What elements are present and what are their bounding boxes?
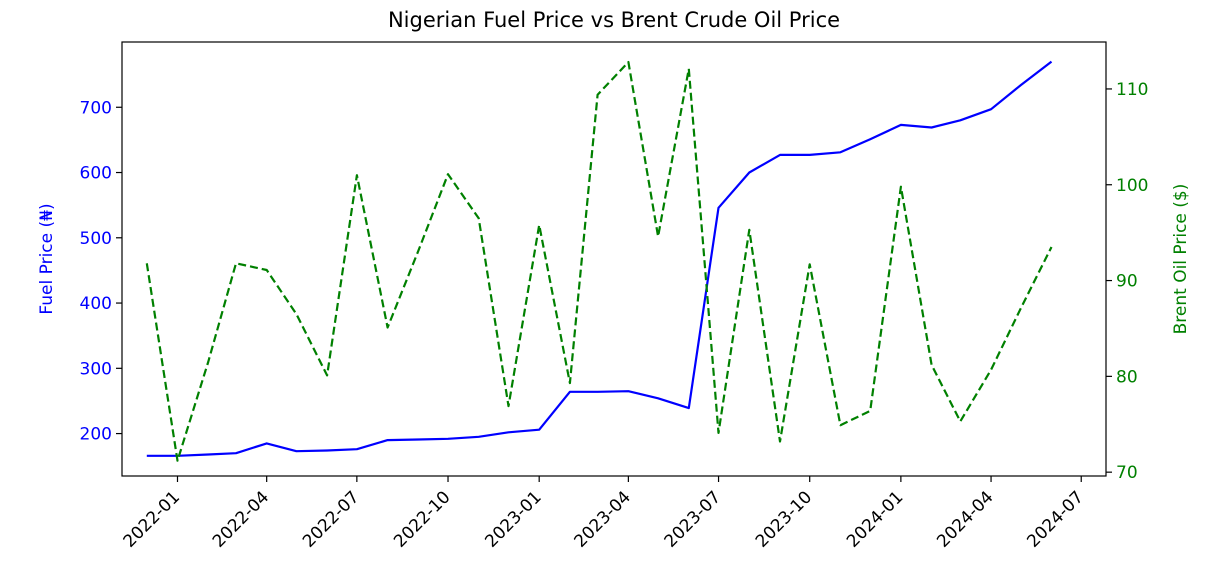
x-tick-label-5: 2023-04	[571, 487, 635, 551]
y-right-tick-label-1: 80	[1116, 367, 1138, 387]
y-right-tick-label-2: 90	[1116, 272, 1138, 292]
y-axis-right-label: Brent Oil Price ($)	[1171, 184, 1191, 335]
y-right-tick-label-4: 110	[1116, 80, 1148, 100]
x-tick-label-10: 2024-07	[1023, 487, 1087, 551]
y-right-tick-label-3: 100	[1116, 176, 1148, 196]
y-left-tick-label-2: 400	[80, 294, 112, 314]
x-tick-label-1: 2022-04	[209, 487, 273, 551]
x-tick-label-7: 2023-10	[752, 487, 816, 551]
y-left-tick-label-5: 700	[80, 98, 112, 118]
plot-area: 2022-01 2022-04 2022-07 2022-10 2023-01 2023-…	[80, 41, 1148, 552]
series-line-fuel	[146, 60, 1053, 457]
x-tick-label-3: 2022-10	[390, 487, 454, 551]
y-left-tick-label-4: 600	[80, 164, 112, 184]
x-tick-label-0: 2022-01	[120, 487, 184, 551]
plot-frame	[121, 41, 1107, 477]
x-tick-label-9: 2024-04	[933, 487, 997, 551]
chart-title: Nigerian Fuel Price vs Brent Crude Oil P…	[388, 8, 840, 32]
y-axis-left-label: Fuel Price (₦)	[37, 203, 57, 314]
x-tick-label-8: 2024-01	[843, 487, 907, 551]
y-right-tick-label-0: 70	[1116, 463, 1138, 483]
x-tick-label-4: 2023-01	[481, 487, 545, 551]
x-tick-label-6: 2023-07	[661, 487, 725, 551]
y-left-tick-label-0: 200	[80, 425, 112, 445]
x-tick-label-2: 2022-07	[299, 487, 363, 551]
y-left-tick-label-1: 300	[80, 359, 112, 379]
y-left-tick-label-3: 500	[80, 229, 112, 249]
series-line-brent	[145, 61, 1053, 462]
